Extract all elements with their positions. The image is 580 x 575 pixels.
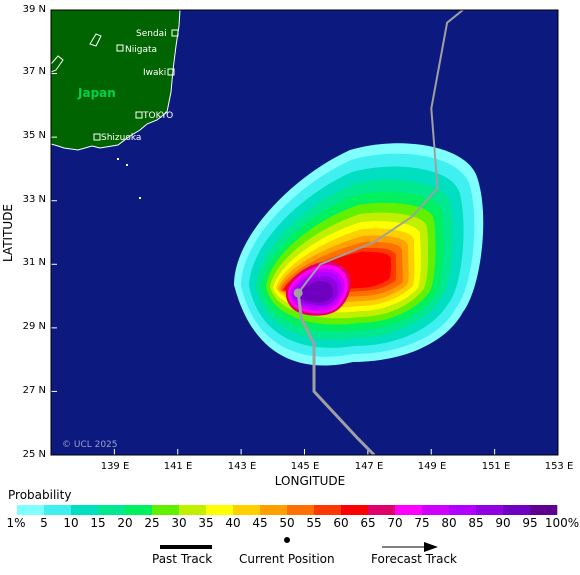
- city-label-iwaki: Iwaki: [143, 68, 166, 78]
- scale-cell: [422, 505, 450, 515]
- forecast-track-legend-label: Forecast Track: [371, 552, 457, 566]
- scale-label: 35: [198, 516, 214, 530]
- x-tick-label: 153 E: [544, 461, 574, 472]
- forecast-track-legend-arrow: [382, 542, 438, 552]
- x-tick-label: 145 E: [290, 461, 320, 472]
- scale-cell: [314, 505, 342, 515]
- past-track-legend-label: Past Track: [152, 552, 213, 566]
- y-tick-label: 35 N: [22, 130, 46, 141]
- scale-cell: [368, 505, 396, 515]
- scale-label: 85: [468, 516, 484, 530]
- x-tick-label: 141 E: [163, 461, 193, 472]
- probability-color-scale: [17, 505, 558, 515]
- scale-cell: [71, 505, 99, 515]
- city-label-niigata: Niigata: [125, 45, 157, 55]
- scale-cell: [179, 505, 207, 515]
- scale-cell: [125, 505, 153, 515]
- scale-label: 20: [117, 516, 133, 530]
- scale-cell: [395, 505, 423, 515]
- scale-label: 80: [441, 516, 457, 530]
- x-axis-title: LONGITUDE: [274, 474, 346, 488]
- scale-cell: [287, 505, 315, 515]
- city-label-shizuoka: Shizuoka: [101, 133, 141, 143]
- city-shizuoka: Shizuoka: [93, 133, 141, 143]
- city-marker-icon: [135, 111, 143, 119]
- scale-cell: [44, 505, 72, 515]
- plot-frame: [50, 9, 559, 456]
- island-sado: [89, 33, 102, 47]
- city-marker-icon: [93, 133, 101, 141]
- forecast-track: [297, 10, 464, 294]
- y-tick-label: 33 N: [22, 194, 46, 205]
- scale-cell: [206, 505, 234, 515]
- current-position-legend-label: Current Position: [239, 552, 335, 566]
- scale-cell: [503, 505, 531, 515]
- x-tick-label: 149 E: [417, 461, 447, 472]
- scale-label: 55: [306, 516, 322, 530]
- y-tick-label: 27 N: [22, 385, 46, 396]
- scale-label: 90: [495, 516, 511, 530]
- scale-label: 75: [414, 516, 430, 530]
- y-tick-label: 29 N: [22, 321, 46, 332]
- past-track: [296, 292, 376, 455]
- island-noto: [51, 55, 64, 73]
- x-tick-label: 151 E: [481, 461, 511, 472]
- prob-band-90: [299, 281, 334, 303]
- y-tick-label: 25 N: [22, 449, 46, 460]
- probability-scale-title: Probability: [8, 488, 72, 502]
- x-tick-label: 143 E: [227, 461, 257, 472]
- scale-label: 100%: [544, 516, 580, 530]
- scale-label: 70: [387, 516, 403, 530]
- scale-label: 65: [360, 516, 376, 530]
- x-tick-label: 139 E: [100, 461, 130, 472]
- current-position-marker: [293, 288, 303, 298]
- y-tick-label: 37 N: [22, 66, 46, 77]
- scale-cell: [98, 505, 126, 515]
- city-marker-icon: [116, 44, 124, 52]
- y-tick-label: 31 N: [22, 257, 46, 268]
- city-marker-icon: [167, 68, 175, 76]
- japan-landmass: [51, 10, 181, 151]
- scale-label: 45: [252, 516, 268, 530]
- scale-cell: [17, 505, 45, 515]
- scale-label: 10: [63, 516, 79, 530]
- scale-cell: [341, 505, 369, 515]
- city-marker-icon: [171, 29, 179, 37]
- scale-label: 25: [144, 516, 160, 530]
- city-tokyo: TOKYO: [135, 111, 173, 121]
- y-tick-label: 39 N: [22, 4, 46, 15]
- scale-cell: [233, 505, 261, 515]
- city-sendai: Sendai: [136, 29, 179, 39]
- city-niigata: Niigata: [116, 44, 157, 55]
- scale-cell: [530, 505, 558, 515]
- scale-label: 40: [225, 516, 241, 530]
- y-axis-title: LATITUDE: [1, 203, 15, 263]
- x-tick-label: 147 E: [354, 461, 384, 472]
- copyright-label: © UCL 2025: [62, 440, 118, 450]
- scale-label: 60: [333, 516, 349, 530]
- scale-label: 50: [279, 516, 295, 530]
- scale-cell: [476, 505, 504, 515]
- scale-cell: [449, 505, 477, 515]
- japan-label: Japan: [77, 86, 116, 100]
- current-position-legend-dot: [284, 537, 290, 543]
- scale-label: 15: [90, 516, 106, 530]
- graticule: [51, 10, 558, 455]
- city-label-tokyo: TOKYO: [142, 111, 173, 121]
- scale-label: 30: [171, 516, 187, 530]
- probability-swath: [234, 143, 484, 366]
- scale-label: 5: [40, 516, 48, 530]
- scale-cell: [152, 505, 180, 515]
- scale-label: 95: [522, 516, 538, 530]
- city-iwaki: Iwaki: [143, 68, 175, 78]
- scale-cell: [260, 505, 288, 515]
- city-label-sendai: Sendai: [136, 29, 167, 39]
- scale-label: 1%: [6, 516, 26, 530]
